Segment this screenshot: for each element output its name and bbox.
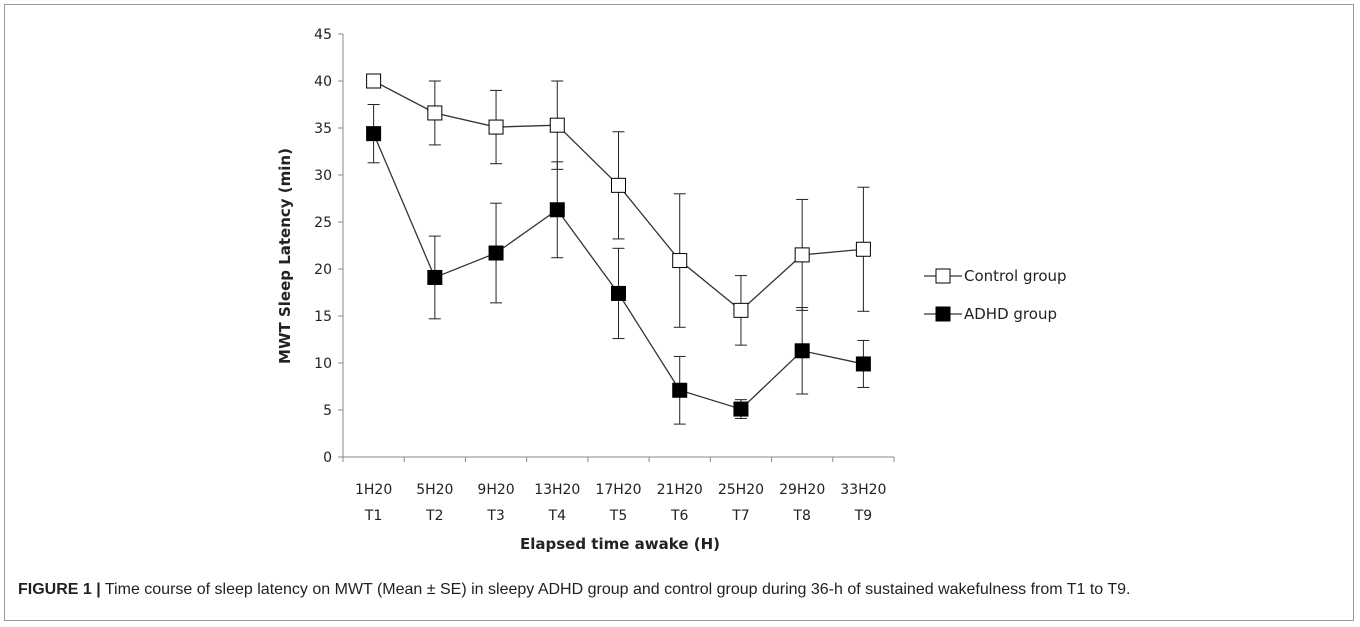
- x-tick-sublabel: T3: [486, 508, 504, 524]
- x-tick-label: 29H20: [779, 482, 825, 498]
- adhd-group-point: [855, 356, 871, 372]
- control-group-point: [672, 253, 688, 269]
- legend-marker: [935, 268, 951, 284]
- adhd-group-point: [733, 401, 749, 417]
- y-axis-title: MWT Sleep Latency (min): [276, 148, 294, 364]
- legend-label: Control group: [964, 267, 1067, 285]
- x-tick-label: 21H20: [657, 482, 703, 498]
- x-tick-label: 33H20: [840, 482, 886, 498]
- caption-text: Time course of sleep latency on MWT (Mea…: [100, 581, 1131, 598]
- legend-marker: [935, 306, 951, 322]
- control-group-point: [366, 73, 382, 89]
- control-group-point: [611, 177, 626, 193]
- legend: Control group ADHD group: [924, 267, 1067, 323]
- x-tick-sublabel: T4: [548, 508, 567, 524]
- x-tick-label: 9H20: [477, 482, 514, 498]
- control-group-point: [855, 241, 871, 257]
- x-tick-sublabel: T9: [854, 508, 872, 524]
- x-tick-sublabel: T2: [425, 508, 443, 524]
- y-tick-label: 35: [314, 121, 332, 137]
- x-tick-sublabel: T5: [609, 508, 627, 524]
- figure-caption: FIGURE 1 | Time course of sleep latency …: [18, 581, 1338, 599]
- control-group-series: [366, 73, 871, 346]
- x-tick-label: 17H20: [595, 482, 641, 498]
- adhd-group-point: [672, 382, 688, 398]
- legend-entry-adhd-group: ADHD group: [924, 305, 1057, 323]
- y-tick-label: 30: [314, 168, 332, 184]
- x-tick-sublabel: T8: [792, 508, 810, 524]
- y-tick-label: 20: [314, 262, 332, 278]
- control-group-point: [488, 119, 504, 135]
- adhd-group-series: [366, 104, 871, 425]
- control-group-point: [794, 247, 810, 263]
- caption-label: FIGURE 1 |: [18, 581, 101, 598]
- adhd-group-point: [549, 202, 565, 218]
- legend-entry-control-group: Control group: [924, 267, 1067, 285]
- x-tick-label: 13H20: [534, 482, 580, 498]
- x-tick-label: 25H20: [718, 482, 764, 498]
- y-tick-label: 25: [314, 215, 332, 231]
- adhd-group-point: [611, 285, 626, 301]
- adhd-group-point: [427, 269, 443, 285]
- y-tick-label: 0: [323, 450, 332, 466]
- control-group-point: [427, 105, 443, 121]
- y-tick-label: 45: [314, 27, 332, 43]
- adhd-group-point: [366, 126, 382, 142]
- control-group-point: [549, 117, 565, 133]
- adhd-group-point: [488, 245, 504, 261]
- x-axis-title: Elapsed time awake (H): [520, 535, 720, 553]
- y-tick-label: 10: [314, 356, 332, 372]
- x-tick-sublabel: T1: [364, 508, 382, 524]
- y-tick-label: 15: [314, 309, 332, 325]
- x-tick-sublabel: T6: [670, 508, 689, 524]
- sleep-latency-line-chart: 0 5 10 15 20 25 30 35 40 45 1H20 T1 5H20 T2 9H20 T3 13H2…: [276, 27, 1067, 553]
- figure-frame: [4, 4, 1354, 621]
- y-tick-label: 5: [323, 403, 332, 419]
- adhd-group-point: [794, 343, 810, 359]
- x-tick-label: 5H20: [416, 482, 453, 498]
- y-tick-label: 40: [314, 74, 332, 90]
- x-tick-sublabel: T7: [731, 508, 749, 524]
- legend-label: ADHD group: [964, 305, 1057, 323]
- control-group-point: [733, 302, 749, 318]
- plot-area: 0 5 10 15 20 25 30 35 40 45 1H20 T1 5H20 T2 9H20 T3 13H2…: [314, 27, 895, 524]
- x-tick-label: 1H20: [355, 482, 392, 498]
